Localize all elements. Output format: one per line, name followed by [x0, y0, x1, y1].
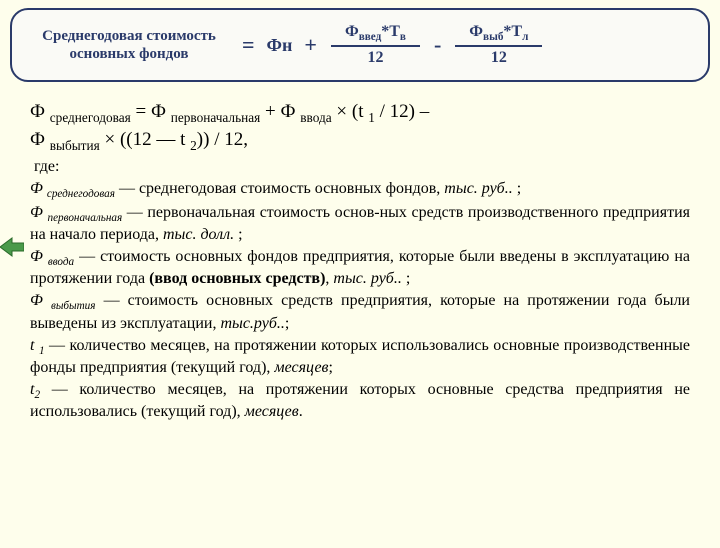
equals-sign: = — [234, 32, 263, 58]
fraction-2-num: Фвыб*Тл — [455, 23, 542, 45]
fraction-1-den: 12 — [331, 45, 420, 67]
def-5: t 1 — количество месяцев, на протяжении … — [30, 336, 690, 378]
def-6: t2 — количество месяцев, на протяжении к… — [30, 380, 690, 422]
plus-sign: + — [296, 32, 325, 58]
minus-sign: - — [426, 32, 449, 58]
def-3: Ф ввода — стоимость основных фондов пред… — [30, 247, 690, 289]
fraction-2: Фвыб*Тл 12 — [449, 23, 548, 67]
term-fn: Фн — [263, 35, 297, 56]
formula-lhs: Среднегодовая стоимость основных фондов — [24, 27, 234, 63]
left-arrow-icon — [0, 236, 24, 258]
where-label: где: — [34, 157, 690, 177]
main-equation-line1: Ф среднегодовая = Ф первоначальная + Ф в… — [30, 100, 690, 126]
fraction-2-den: 12 — [455, 45, 542, 67]
fraction-1: Фввед*Тв 12 — [325, 23, 426, 67]
def-4: Ф выбытия — стоимость основных средств п… — [30, 291, 690, 333]
formula-box: Среднегодовая стоимость основных фондов … — [10, 8, 710, 82]
def-1: Ф среднегодовая — среднегодовая стоимост… — [30, 179, 690, 201]
def-2: Ф первоначальная — первоначальная стоимо… — [30, 203, 690, 245]
content-body: Ф среднегодовая = Ф первоначальная + Ф в… — [0, 82, 720, 422]
fraction-1-num: Фввед*Тв — [331, 23, 420, 45]
main-equation-line2: Ф выбытия × ((12 — t 2)) / 12, — [30, 128, 690, 154]
